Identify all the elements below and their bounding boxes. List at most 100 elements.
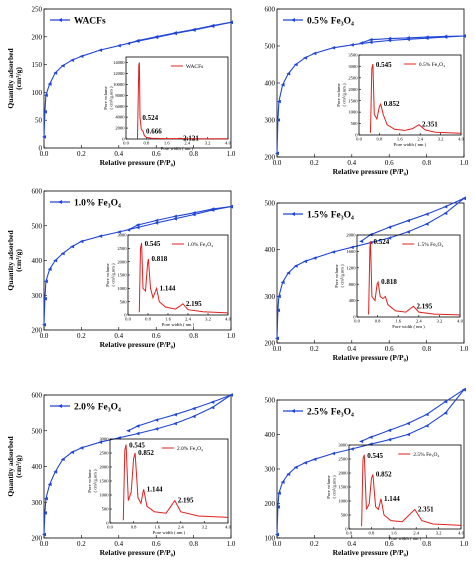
- legend: 1.5% Fe₃O₄: [283, 211, 354, 221]
- isotherm-adsorption-point: [116, 230, 121, 234]
- inset-x-tick-label: 1.6: [395, 319, 401, 324]
- x-tick-label: 0.4: [347, 159, 356, 167]
- y-tick-label: 400: [265, 80, 276, 88]
- plot-frame: [276, 399, 465, 539]
- x-tick-label: 0.0: [40, 150, 49, 158]
- isotherm-desorption-point: [359, 439, 364, 444]
- inset-y-axis-label: ( cm³/g.nm ): [93, 469, 98, 492]
- inset-y-tick-label: 0: [353, 315, 356, 320]
- inset-x-tick-label: 4.0: [457, 319, 463, 324]
- y-tick-label: 200: [32, 327, 43, 335]
- legend: 2.0% Fe₃O₄: [50, 403, 121, 413]
- inset-y-tick-label: 12000: [113, 71, 125, 76]
- x-tick-label: 0.8: [189, 332, 198, 340]
- isotherm-adsorption-point: [312, 256, 317, 260]
- y-tick-label: 0: [39, 145, 43, 153]
- peak-label: 0.524: [373, 238, 389, 246]
- y-tick-label: 200: [265, 154, 276, 162]
- y-axis-label-line: (cm³/g): [14, 455, 23, 478]
- inset-x-tick-label: 2.4: [184, 141, 190, 146]
- inset-y-tick-label: 1000: [99, 493, 109, 498]
- y-tick-label: 600: [32, 392, 43, 400]
- legend-label: 1.5% Fe₃O₄: [307, 211, 354, 221]
- x-tick-label: 0.0: [273, 345, 282, 353]
- isotherm-desorption-point: [154, 218, 159, 223]
- inset-x-tick-label: 0.8: [369, 531, 375, 536]
- inset-y-tick-label: 2500: [99, 451, 109, 456]
- y-tick-label: 300: [265, 293, 276, 301]
- isotherm-adsorption-point: [303, 460, 308, 465]
- isotherm-adsorption-point: [210, 405, 215, 410]
- isotherm-adsorption-point: [42, 511, 47, 515]
- isotherm-adsorption-point: [303, 56, 308, 60]
- inset-y-tick-label: 1500: [99, 479, 109, 484]
- isotherm-adsorption-point: [275, 308, 280, 313]
- isotherm-adsorption-point: [60, 251, 65, 256]
- isotherm-desorption-point: [210, 207, 215, 211]
- y-tick-label: 400: [265, 431, 276, 439]
- inset-y-tick-label: 2000: [346, 233, 356, 238]
- isotherm-adsorption-point: [293, 465, 298, 470]
- x-tick-label: 0.8: [422, 345, 431, 353]
- isotherm-adsorption-point: [47, 82, 52, 86]
- x-axis-label: Relative pressure (P/P₀): [100, 158, 176, 167]
- y-axis-label-line: (cm³/g): [14, 67, 23, 90]
- isotherm-desorption-point: [191, 406, 196, 411]
- pore-distribution-line: [138, 242, 229, 314]
- inset-x-tick-label: 0.0: [346, 531, 352, 536]
- inset-y-tick-label: 0: [355, 133, 358, 138]
- inset-x-tick-label: 0.0: [354, 319, 360, 324]
- y-tick-label: 500: [265, 200, 276, 208]
- x-tick-label: 0.8: [422, 159, 431, 167]
- isotherm-desorption-point: [405, 36, 410, 40]
- inset-y-tick-label: 2500: [117, 246, 127, 251]
- peak-label: 1.144: [147, 485, 163, 493]
- isotherm-adsorption-point: [116, 43, 121, 48]
- inset-y-tick-label: 2000: [115, 126, 125, 131]
- isotherm-adsorption-point: [42, 135, 46, 139]
- isotherm-adsorption-point: [331, 250, 336, 254]
- pore-distribution-line: [368, 241, 461, 316]
- isotherm-adsorption-point: [387, 236, 392, 240]
- x-tick-label: 1.0: [227, 332, 236, 340]
- y-tick-label: 200: [265, 500, 276, 508]
- x-axis-label: Relative pressure (P/P₀): [100, 548, 176, 557]
- panel-p20: 0.0 0.2 0.4 0.6 0.8 1.0 200 300 400 500 600 Relativ…: [6, 392, 236, 558]
- inset-x-tick-label: 2.4: [413, 531, 419, 536]
- isotherm-desorption-point: [126, 228, 131, 232]
- panel-wacfs: 0.0 0.2 0.4 0.6 0.8 1.0050100150200250Relativ…: [6, 6, 236, 168]
- isotherm-adsorption-line: [276, 197, 465, 339]
- isotherm-adsorption-point: [135, 431, 140, 436]
- isotherm-adsorption-point: [276, 99, 281, 104]
- isotherm-desorption-point: [191, 27, 196, 32]
- peak-label: 0.524: [142, 114, 158, 122]
- inset-x-tick-label: 0.8: [144, 141, 150, 146]
- panel-p15: 0.0 0.2 0.4 0.6 0.8 1.0 200 300 400 500 Relative p…: [265, 196, 469, 362]
- isotherm-adsorption-point: [79, 446, 84, 450]
- peak-label: 0.852: [376, 470, 392, 478]
- inset-x-tick-label: 3.2: [437, 319, 443, 324]
- inset-x-tick-label: 3.2: [205, 141, 211, 146]
- inset-x-tick-label: 1.6: [391, 531, 397, 536]
- plot-frame: [43, 8, 232, 149]
- plot-frame: [276, 202, 465, 344]
- inset-x-tick-label: 1.6: [154, 525, 160, 530]
- inset-y-tick-label: 1500: [338, 485, 348, 490]
- inset-x-tick-label: 4.0: [225, 317, 231, 322]
- legend-label: WACFs: [74, 17, 106, 27]
- y-axis-label-line: Quantity adsorbed: [6, 436, 15, 497]
- isotherm-adsorption-point: [303, 259, 308, 264]
- isotherm-desorption-point: [462, 196, 466, 201]
- isotherm-adsorption-point: [79, 239, 84, 244]
- inset-y-tick-label: 1000: [348, 110, 358, 115]
- isotherm-adsorption-point: [275, 505, 280, 509]
- x-tick-label: 0.8: [422, 540, 431, 548]
- isotherm-adsorption-point: [43, 93, 48, 97]
- y-tick-label: 100: [265, 535, 276, 543]
- isotherm-adsorption-point: [60, 63, 65, 68]
- y-tick-label: 500: [265, 43, 276, 51]
- isotherm-desorption-point: [154, 35, 159, 39]
- isotherm-adsorption-point: [405, 230, 410, 234]
- pore-distribution-line: [137, 62, 228, 140]
- inset-x-tick-label: 3.2: [438, 137, 444, 142]
